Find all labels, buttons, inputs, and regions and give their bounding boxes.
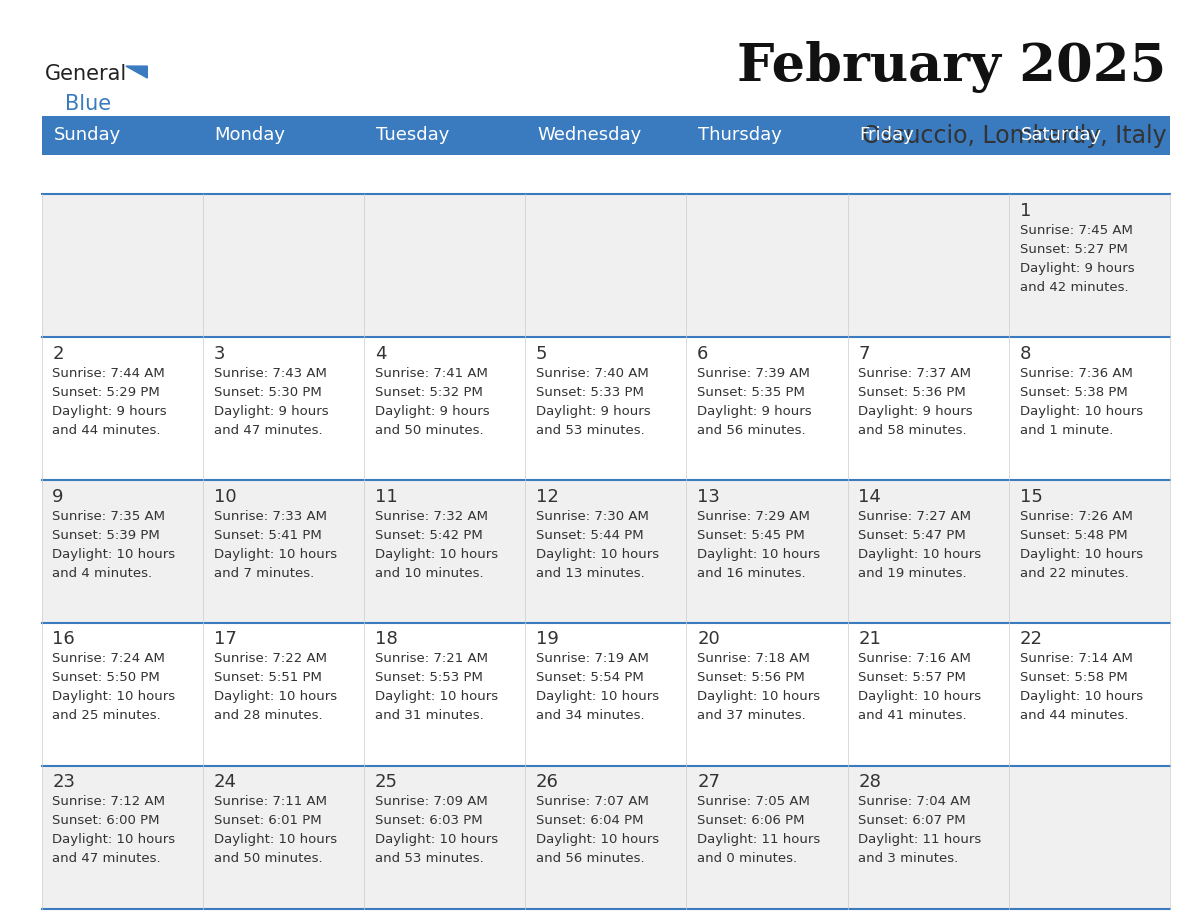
Text: Sunrise: 7:04 AM
Sunset: 6:07 PM
Daylight: 11 hours
and 3 minutes.: Sunrise: 7:04 AM Sunset: 6:07 PM Dayligh… bbox=[859, 795, 981, 866]
Text: Sunrise: 7:44 AM
Sunset: 5:29 PM
Daylight: 9 hours
and 44 minutes.: Sunrise: 7:44 AM Sunset: 5:29 PM Dayligh… bbox=[52, 366, 166, 437]
Text: 24: 24 bbox=[214, 773, 236, 791]
Text: Ossuccio, Lombardy, Italy: Ossuccio, Lombardy, Italy bbox=[862, 124, 1167, 148]
Text: 20: 20 bbox=[697, 631, 720, 648]
Text: 21: 21 bbox=[859, 631, 881, 648]
Text: 9: 9 bbox=[52, 487, 64, 506]
Text: 4: 4 bbox=[374, 344, 386, 363]
Text: 17: 17 bbox=[214, 631, 236, 648]
Text: 10: 10 bbox=[214, 487, 236, 506]
Text: Blue: Blue bbox=[65, 94, 112, 114]
Text: Sunrise: 7:37 AM
Sunset: 5:36 PM
Daylight: 9 hours
and 58 minutes.: Sunrise: 7:37 AM Sunset: 5:36 PM Dayligh… bbox=[859, 366, 973, 437]
Text: 12: 12 bbox=[536, 487, 558, 506]
Text: Sunrise: 7:29 AM
Sunset: 5:45 PM
Daylight: 10 hours
and 16 minutes.: Sunrise: 7:29 AM Sunset: 5:45 PM Dayligh… bbox=[697, 509, 820, 579]
Text: Sunrise: 7:05 AM
Sunset: 6:06 PM
Daylight: 11 hours
and 0 minutes.: Sunrise: 7:05 AM Sunset: 6:06 PM Dayligh… bbox=[697, 795, 821, 866]
Text: 25: 25 bbox=[374, 773, 398, 791]
Text: Sunrise: 7:26 AM
Sunset: 5:48 PM
Daylight: 10 hours
and 22 minutes.: Sunrise: 7:26 AM Sunset: 5:48 PM Dayligh… bbox=[1019, 509, 1143, 579]
Text: 19: 19 bbox=[536, 631, 558, 648]
Text: 23: 23 bbox=[52, 773, 75, 791]
Text: 11: 11 bbox=[374, 487, 398, 506]
Text: Sunrise: 7:21 AM
Sunset: 5:53 PM
Daylight: 10 hours
and 31 minutes.: Sunrise: 7:21 AM Sunset: 5:53 PM Dayligh… bbox=[374, 653, 498, 722]
Text: Sunrise: 7:39 AM
Sunset: 5:35 PM
Daylight: 9 hours
and 56 minutes.: Sunrise: 7:39 AM Sunset: 5:35 PM Dayligh… bbox=[697, 366, 811, 437]
Text: 16: 16 bbox=[52, 631, 75, 648]
Text: 1: 1 bbox=[1019, 202, 1031, 219]
Text: Sunrise: 7:32 AM
Sunset: 5:42 PM
Daylight: 10 hours
and 10 minutes.: Sunrise: 7:32 AM Sunset: 5:42 PM Dayligh… bbox=[374, 509, 498, 579]
Text: 22: 22 bbox=[1019, 631, 1043, 648]
Text: Sunrise: 7:18 AM
Sunset: 5:56 PM
Daylight: 10 hours
and 37 minutes.: Sunrise: 7:18 AM Sunset: 5:56 PM Dayligh… bbox=[697, 653, 820, 722]
Text: Sunrise: 7:27 AM
Sunset: 5:47 PM
Daylight: 10 hours
and 19 minutes.: Sunrise: 7:27 AM Sunset: 5:47 PM Dayligh… bbox=[859, 509, 981, 579]
Text: Tuesday: Tuesday bbox=[375, 127, 449, 144]
Text: Saturday: Saturday bbox=[1020, 127, 1102, 144]
Text: 7: 7 bbox=[859, 344, 870, 363]
Text: Sunrise: 7:24 AM
Sunset: 5:50 PM
Daylight: 10 hours
and 25 minutes.: Sunrise: 7:24 AM Sunset: 5:50 PM Dayligh… bbox=[52, 653, 176, 722]
Text: 15: 15 bbox=[1019, 487, 1043, 506]
Text: Sunrise: 7:11 AM
Sunset: 6:01 PM
Daylight: 10 hours
and 50 minutes.: Sunrise: 7:11 AM Sunset: 6:01 PM Dayligh… bbox=[214, 795, 336, 866]
Text: 6: 6 bbox=[697, 344, 708, 363]
Text: 26: 26 bbox=[536, 773, 558, 791]
Text: 18: 18 bbox=[374, 631, 398, 648]
Text: 2: 2 bbox=[52, 344, 64, 363]
Text: Thursday: Thursday bbox=[699, 127, 782, 144]
Text: 3: 3 bbox=[214, 344, 225, 363]
Text: Wednesday: Wednesday bbox=[537, 127, 642, 144]
Text: 14: 14 bbox=[859, 487, 881, 506]
Text: 28: 28 bbox=[859, 773, 881, 791]
Text: Sunrise: 7:09 AM
Sunset: 6:03 PM
Daylight: 10 hours
and 53 minutes.: Sunrise: 7:09 AM Sunset: 6:03 PM Dayligh… bbox=[374, 795, 498, 866]
Text: 27: 27 bbox=[697, 773, 720, 791]
Text: Sunrise: 7:35 AM
Sunset: 5:39 PM
Daylight: 10 hours
and 4 minutes.: Sunrise: 7:35 AM Sunset: 5:39 PM Dayligh… bbox=[52, 509, 176, 579]
Text: Sunrise: 7:43 AM
Sunset: 5:30 PM
Daylight: 9 hours
and 47 minutes.: Sunrise: 7:43 AM Sunset: 5:30 PM Dayligh… bbox=[214, 366, 328, 437]
Text: 5: 5 bbox=[536, 344, 548, 363]
Text: Sunrise: 7:14 AM
Sunset: 5:58 PM
Daylight: 10 hours
and 44 minutes.: Sunrise: 7:14 AM Sunset: 5:58 PM Dayligh… bbox=[1019, 653, 1143, 722]
Text: Sunrise: 7:19 AM
Sunset: 5:54 PM
Daylight: 10 hours
and 34 minutes.: Sunrise: 7:19 AM Sunset: 5:54 PM Dayligh… bbox=[536, 653, 659, 722]
Text: 13: 13 bbox=[697, 487, 720, 506]
Text: February 2025: February 2025 bbox=[738, 41, 1167, 94]
Text: Sunrise: 7:22 AM
Sunset: 5:51 PM
Daylight: 10 hours
and 28 minutes.: Sunrise: 7:22 AM Sunset: 5:51 PM Dayligh… bbox=[214, 653, 336, 722]
Text: Sunrise: 7:07 AM
Sunset: 6:04 PM
Daylight: 10 hours
and 56 minutes.: Sunrise: 7:07 AM Sunset: 6:04 PM Dayligh… bbox=[536, 795, 659, 866]
Text: Sunday: Sunday bbox=[53, 127, 121, 144]
Text: Sunrise: 7:30 AM
Sunset: 5:44 PM
Daylight: 10 hours
and 13 minutes.: Sunrise: 7:30 AM Sunset: 5:44 PM Dayligh… bbox=[536, 509, 659, 579]
Text: Sunrise: 7:36 AM
Sunset: 5:38 PM
Daylight: 10 hours
and 1 minute.: Sunrise: 7:36 AM Sunset: 5:38 PM Dayligh… bbox=[1019, 366, 1143, 437]
Text: 8: 8 bbox=[1019, 344, 1031, 363]
Text: Sunrise: 7:33 AM
Sunset: 5:41 PM
Daylight: 10 hours
and 7 minutes.: Sunrise: 7:33 AM Sunset: 5:41 PM Dayligh… bbox=[214, 509, 336, 579]
Text: Sunrise: 7:40 AM
Sunset: 5:33 PM
Daylight: 9 hours
and 53 minutes.: Sunrise: 7:40 AM Sunset: 5:33 PM Dayligh… bbox=[536, 366, 651, 437]
Text: Monday: Monday bbox=[215, 127, 285, 144]
Text: General: General bbox=[45, 64, 127, 84]
Text: Sunrise: 7:45 AM
Sunset: 5:27 PM
Daylight: 9 hours
and 42 minutes.: Sunrise: 7:45 AM Sunset: 5:27 PM Dayligh… bbox=[1019, 224, 1135, 294]
Text: Sunrise: 7:12 AM
Sunset: 6:00 PM
Daylight: 10 hours
and 47 minutes.: Sunrise: 7:12 AM Sunset: 6:00 PM Dayligh… bbox=[52, 795, 176, 866]
Text: Sunrise: 7:16 AM
Sunset: 5:57 PM
Daylight: 10 hours
and 41 minutes.: Sunrise: 7:16 AM Sunset: 5:57 PM Dayligh… bbox=[859, 653, 981, 722]
Text: Sunrise: 7:41 AM
Sunset: 5:32 PM
Daylight: 9 hours
and 50 minutes.: Sunrise: 7:41 AM Sunset: 5:32 PM Dayligh… bbox=[374, 366, 489, 437]
Text: Friday: Friday bbox=[860, 127, 915, 144]
